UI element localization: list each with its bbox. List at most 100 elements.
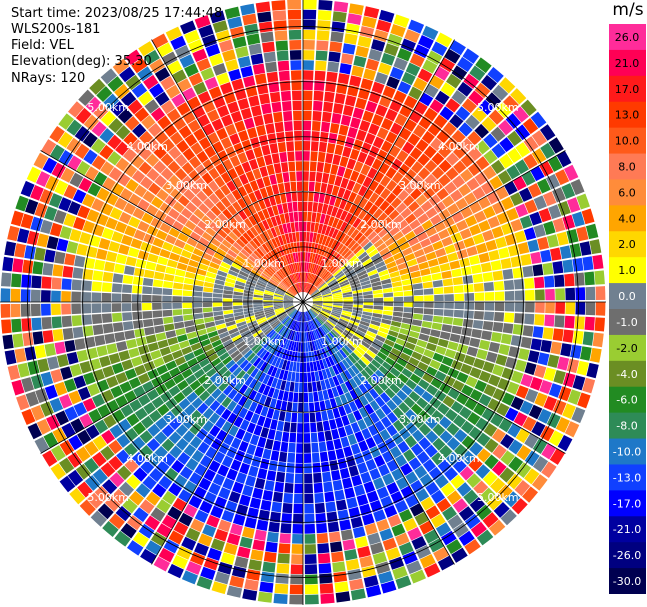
velocity-gate [311, 442, 319, 453]
velocity-gate [368, 123, 380, 136]
velocity-gate [447, 341, 459, 351]
velocity-gate [333, 327, 342, 336]
velocity-gate [189, 214, 201, 225]
range-ring-label: 4.00km [126, 140, 168, 153]
velocity-gate [107, 76, 124, 92]
velocity-gate [471, 328, 482, 339]
velocity-gate [21, 377, 35, 393]
velocity-gate [304, 493, 314, 504]
velocity-gate [263, 197, 272, 208]
velocity-gate [262, 561, 276, 573]
velocity-gate [422, 244, 435, 255]
velocity-gate [217, 270, 228, 278]
velocity-gate [404, 252, 416, 262]
velocity-gate [257, 221, 266, 233]
velocity-gate [348, 255, 358, 264]
velocity-gate [181, 346, 193, 356]
velocity-gate [228, 231, 239, 242]
velocity-gate [338, 361, 347, 372]
velocity-gate [360, 356, 371, 366]
velocity-gate [206, 271, 217, 279]
velocity-gate [34, 344, 47, 359]
velocity-gate [283, 297, 294, 300]
velocity-gate [158, 547, 175, 563]
velocity-gate [531, 130, 548, 147]
velocity-gate [413, 225, 425, 236]
velocity-gate [491, 143, 506, 159]
velocity-gate [440, 482, 456, 497]
velocity-gate [443, 309, 454, 317]
velocity-gate [154, 445, 168, 460]
velocity-gate [391, 158, 403, 171]
velocity-gate [594, 270, 605, 285]
velocity-gate [66, 241, 79, 254]
velocity-gate [339, 63, 352, 75]
velocity-gate [422, 281, 433, 289]
velocity-gate [460, 420, 475, 434]
velocity-gate [271, 356, 279, 367]
velocity-gate [304, 513, 315, 524]
velocity-gate [30, 405, 45, 421]
velocity-gate [290, 274, 296, 284]
velocity-gate [273, 306, 284, 310]
velocity-gate [183, 352, 196, 362]
velocity-gate [140, 415, 154, 429]
velocity-gate [314, 70, 326, 81]
velocity-gate [339, 198, 348, 210]
velocity-gate [317, 255, 323, 265]
velocity-gate [301, 312, 303, 322]
velocity-gate [256, 347, 265, 357]
velocity-gate [555, 417, 571, 433]
velocity-gate [308, 402, 315, 413]
velocity-gate [61, 315, 72, 328]
velocity-gate [310, 141, 319, 152]
velocity-gate [445, 152, 460, 166]
velocity-gate [205, 43, 221, 57]
velocity-gate [317, 202, 324, 213]
velocity-gate [348, 191, 357, 203]
velocity-gate [111, 293, 122, 302]
velocity-gate [217, 327, 228, 335]
velocity-gate [286, 264, 292, 275]
velocity-gate [153, 556, 171, 572]
velocity-gate [352, 526, 366, 539]
velocity-gate [163, 316, 174, 325]
velocity-gate [324, 430, 333, 441]
velocity-gate [403, 302, 414, 308]
velocity-gate [439, 57, 456, 73]
velocity-gate [315, 339, 321, 350]
velocity-gate [401, 317, 413, 325]
velocity-gate [482, 361, 495, 373]
velocity-gate [168, 227, 181, 238]
velocity-gate [423, 288, 434, 295]
velocity-gate [168, 146, 182, 160]
range-ring-label: 4.00km [126, 452, 168, 465]
colorbar-label: -13.0 [613, 471, 641, 484]
velocity-gate [550, 341, 562, 355]
velocity-gate [150, 349, 162, 360]
velocity-gate [310, 288, 318, 296]
velocity-gate [40, 371, 54, 387]
velocity-gate [418, 34, 434, 50]
velocity-gate [315, 411, 322, 422]
velocity-gate [481, 116, 497, 132]
velocity-gate [346, 497, 358, 509]
velocity-gate [306, 311, 311, 321]
velocity-gate [530, 165, 545, 182]
velocity-gate [350, 117, 361, 129]
velocity-gate [311, 290, 320, 297]
velocity-gate [311, 307, 320, 314]
velocity-gate [382, 376, 393, 387]
velocity-gate [271, 101, 282, 113]
velocity-gate [473, 283, 484, 292]
velocity-gate [76, 160, 91, 176]
velocity-gate [331, 329, 341, 338]
velocity-gate [453, 285, 464, 294]
velocity-gate [544, 275, 555, 288]
velocity-gate [421, 219, 434, 231]
velocity-gate [425, 481, 440, 496]
velocity-gate [295, 283, 300, 293]
velocity-gate [283, 111, 293, 122]
velocity-gate [276, 563, 290, 574]
velocity-gate [132, 421, 147, 436]
